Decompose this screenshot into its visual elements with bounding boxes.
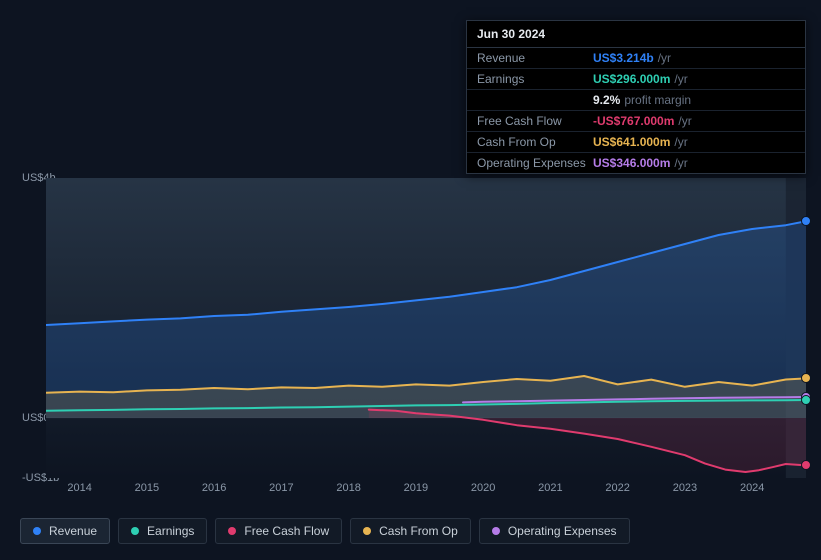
- chart-legend: Revenue Earnings Free Cash Flow Cash From O…: [20, 518, 630, 544]
- tooltip-row-value: US$3.214b/yr: [593, 51, 795, 65]
- legend-label: Free Cash Flow: [244, 524, 329, 538]
- legend-label: Operating Expenses: [508, 524, 617, 538]
- x-axis-label: 2015: [135, 482, 159, 494]
- legend-color-dot: [33, 527, 41, 535]
- tooltip-row: Free Cash Flow-US$767.000m/yr: [467, 111, 805, 132]
- tooltip-row: Operating ExpensesUS$346.000m/yr: [467, 153, 805, 173]
- tooltip-date: Jun 30 2024: [467, 21, 805, 48]
- x-axis-label: 2023: [673, 482, 697, 494]
- x-axis-label: 2021: [538, 482, 562, 494]
- legend-label: Earnings: [147, 524, 194, 538]
- legend-toggle-revenue[interactable]: Revenue: [20, 518, 110, 544]
- x-axis-label: 2016: [202, 482, 226, 494]
- x-axis-label: 2024: [740, 482, 764, 494]
- tooltip-row-value: -US$767.000m/yr: [593, 114, 795, 128]
- legend-color-dot: [228, 527, 236, 535]
- tooltip-row-value: US$346.000m/yr: [593, 156, 795, 170]
- legend-label: Cash From Op: [379, 524, 458, 538]
- legend-toggle-cash_from_op[interactable]: Cash From Op: [350, 518, 471, 544]
- x-axis-label: 2018: [336, 482, 360, 494]
- legend-toggle-op_exp[interactable]: Operating Expenses: [479, 518, 630, 544]
- x-axis-label: 2020: [471, 482, 495, 494]
- tooltip-row-label: Earnings: [477, 72, 593, 86]
- series-end-marker: [801, 460, 811, 470]
- legend-toggle-earnings[interactable]: Earnings: [118, 518, 207, 544]
- tooltip-row-label: Revenue: [477, 51, 593, 65]
- tooltip-row: Cash From OpUS$641.000m/yr: [467, 132, 805, 153]
- chart-plot-area[interactable]: [46, 178, 806, 478]
- legend-color-dot: [492, 527, 500, 535]
- legend-color-dot: [131, 527, 139, 535]
- tooltip-row-value: US$296.000m/yr: [593, 72, 795, 86]
- series-end-marker: [801, 373, 811, 383]
- x-axis-label: 2022: [605, 482, 629, 494]
- series-end-marker: [801, 216, 811, 226]
- tooltip-row: RevenueUS$3.214b/yr: [467, 48, 805, 69]
- tooltip-row: 9.2%profit margin: [467, 90, 805, 111]
- x-axis-label: 2017: [269, 482, 293, 494]
- series-end-marker: [801, 395, 811, 405]
- financials-chart: US$4bUS$0-US$1b 201420152016201720182019…: [16, 160, 806, 500]
- legend-label: Revenue: [49, 524, 97, 538]
- x-axis-label: 2019: [404, 482, 428, 494]
- tooltip-row: EarningsUS$296.000m/yr: [467, 69, 805, 90]
- legend-color-dot: [363, 527, 371, 535]
- tooltip-row-label: Free Cash Flow: [477, 114, 593, 128]
- tooltip-row-value: US$641.000m/yr: [593, 135, 795, 149]
- tooltip-row-label: Operating Expenses: [477, 156, 593, 170]
- x-axis-label: 2014: [67, 482, 91, 494]
- chart-tooltip: Jun 30 2024 RevenueUS$3.214b/yrEarningsU…: [466, 20, 806, 174]
- tooltip-row-label: Cash From Op: [477, 135, 593, 149]
- legend-toggle-fcf[interactable]: Free Cash Flow: [215, 518, 342, 544]
